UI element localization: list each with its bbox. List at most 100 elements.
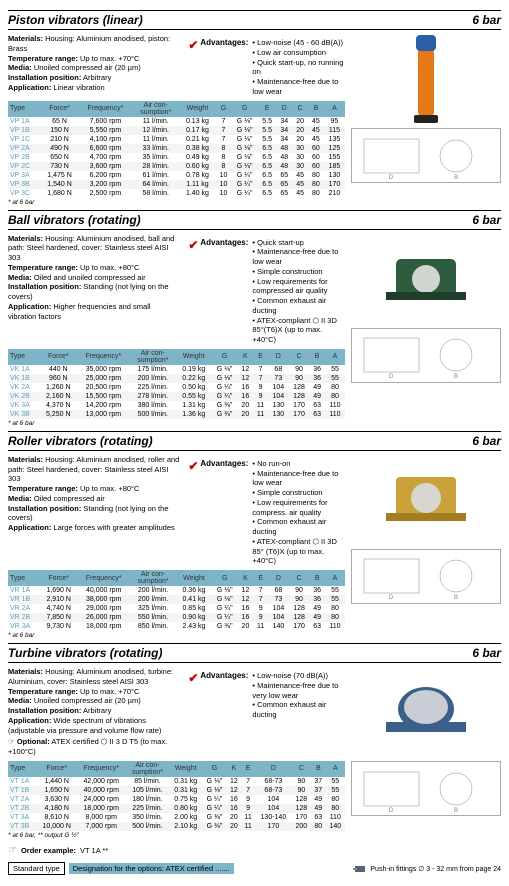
table-cell: 128 (289, 392, 310, 401)
table-cell: G ¼" (212, 613, 238, 622)
table-cell: VP 3C (8, 189, 40, 198)
dimension-diagram: DB (351, 549, 501, 604)
table-cell: 29,000 rpm (78, 604, 130, 613)
table-row: VR 3A9,730 N18,000 rpm850 l/min.2.43 kgG… (8, 622, 345, 631)
table-cell: 0.13 kg (179, 117, 215, 126)
table-cell: 1,475 N (40, 171, 78, 180)
data-table: TypeForce*Frequency*Air con-sumption*Wei… (8, 761, 345, 831)
description-block: Materials: Housing: Aluminium anodised, … (8, 667, 180, 757)
table-header: E (258, 101, 276, 117)
advantage-item: Maintenance-free due to low wear (252, 469, 345, 489)
table-cell: 1,680 N (40, 189, 78, 198)
advantages-block: ✔Advantages:Low-noise (45 - 60 dB(A))Low… (188, 38, 345, 97)
table-header: D (268, 570, 289, 586)
table-cell: 11 l/min. (132, 117, 179, 126)
table-cell: 9 (253, 604, 268, 613)
table-header: C (292, 101, 308, 117)
table-cell: 550 l/min. (130, 613, 176, 622)
table-cell: VT 1B (8, 786, 37, 795)
table-cell: VP 1C (8, 135, 40, 144)
table-cell: 2.43 kg (176, 622, 212, 631)
table-cell: 11 (253, 622, 268, 631)
table-cell: 135 (324, 135, 345, 144)
table-cell: 34 (276, 117, 292, 126)
table-cell: 16 (238, 604, 254, 613)
table-cell: 68-73 (255, 786, 292, 795)
table-cell: 0.19 kg (176, 365, 212, 374)
table-cell: 170 (324, 180, 345, 189)
table-cell: VT 1A (8, 777, 37, 786)
table-cell: 3,600 rpm (79, 162, 132, 171)
table-cell: 11 (253, 410, 268, 419)
section-title: Turbine vibrators (rotating) (8, 646, 162, 660)
table-cell: 1,540 N (40, 180, 78, 189)
table-cell: 45 (308, 135, 324, 144)
table-cell: 128 (289, 604, 310, 613)
table-cell: 130 (268, 401, 289, 410)
table-cell: 170 (289, 622, 310, 631)
table-cell: 12 (227, 786, 242, 795)
table-cell: 130 (268, 410, 289, 419)
table-cell: 65 N (40, 117, 78, 126)
table-cell: 0.36 kg (176, 586, 212, 595)
table-cell: 3,630 N (37, 795, 77, 804)
table-cell: 1.40 kg (179, 189, 215, 198)
table-cell: 36 (309, 365, 325, 374)
table-cell: 170 (255, 822, 292, 831)
table-row: VK 2B2,160 N15,500 rpm278 l/min.0.55 kgG… (8, 392, 345, 401)
table-cell: 140 (326, 822, 345, 831)
table-cell: 20 (238, 622, 254, 631)
table-cell: 60 (308, 144, 324, 153)
table-cell: 18,000 rpm (77, 804, 126, 813)
table-header: D (276, 101, 292, 117)
table-cell: VP 1B (8, 126, 40, 135)
table-cell: 185 (324, 162, 345, 171)
standard-type-box: Standard type (8, 862, 65, 875)
table-cell: 65 (276, 171, 292, 180)
advantages-block: ✔Advantages:Low-noise (70 dB(A))Maintena… (188, 671, 345, 720)
table-cell: VK 2B (8, 392, 39, 401)
advantage-item: Simple construction (252, 267, 345, 277)
table-footnote: * at 6 bar (8, 420, 345, 427)
table-cell: 95 (324, 117, 345, 126)
table-row: VP 2A490 N6,600 rpm33 l/min.0.38 kg8G ⅛"… (8, 144, 345, 153)
table-cell: 0.80 kg (169, 804, 202, 813)
data-table: TypeForce*Frequency*Air con-sumption*Wei… (8, 349, 345, 419)
table-cell: G ⅜" (212, 622, 238, 631)
table-cell: 18,000 rpm (78, 622, 130, 631)
table-cell: VP 1A (8, 117, 40, 126)
table-row: VP 3A1,475 N6,200 rpm61 l/min.0.78 kg10G… (8, 171, 345, 180)
table-row: VR 1B2,910 N38,000 rpm200 l/min.0.41 kgG… (8, 595, 345, 604)
table-cell: 7 (241, 777, 255, 786)
table-cell: 490 N (40, 144, 78, 153)
section-header: Turbine vibrators (rotating) 6 bar (8, 643, 501, 663)
table-cell: 6.5 (258, 180, 276, 189)
order-example-row: ☞ Order example: VT 1A ** (8, 845, 501, 856)
table-cell: 49 (309, 392, 325, 401)
table-cell: 63 (309, 622, 325, 631)
table-cell: 7 (253, 595, 268, 604)
table-cell: 45 (292, 180, 308, 189)
table-row: VP 3B1,540 N3,200 rpm64 l/min.1.11 kg10G… (8, 180, 345, 189)
table-cell: 6,600 rpm (79, 144, 132, 153)
table-cell: 8 (216, 153, 232, 162)
table-cell: G ¼" (212, 392, 238, 401)
table-cell: 80 (325, 392, 345, 401)
table-cell: 7 (241, 786, 255, 795)
table-cell: 8,610 N (37, 813, 77, 822)
table-header: E (253, 570, 268, 586)
table-cell: G ⅛" (202, 786, 226, 795)
section-bar: 6 bar (472, 646, 501, 660)
table-cell: VK 3B (8, 410, 39, 419)
table-cell: 4,740 N (40, 604, 78, 613)
table-cell: 140 (268, 622, 289, 631)
table-cell: 128 (289, 383, 310, 392)
order-example-label: Order example: (21, 846, 76, 855)
table-cell: 55 (325, 586, 345, 595)
table-header: Air con-sumption* (130, 349, 176, 365)
table-cell: 40,000 rpm (77, 786, 126, 795)
table-header: Weight (179, 101, 215, 117)
table-cell: 48 (276, 153, 292, 162)
table-header: D (255, 761, 292, 777)
advantage-item: Low requirements for compressed air qual… (252, 277, 345, 297)
